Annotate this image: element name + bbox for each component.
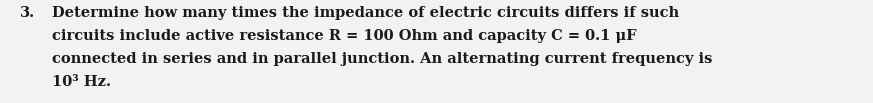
Text: connected in series and in parallel junction. An alternating current frequency i: connected in series and in parallel junc… [52, 52, 712, 66]
Text: 10³ Hz.: 10³ Hz. [52, 75, 111, 89]
Text: circuits include active resistance R = 100 Ohm and capacity C = 0.1 μF: circuits include active resistance R = 1… [52, 29, 636, 43]
Text: 3.: 3. [20, 6, 35, 20]
Text: Determine how many times the impedance of electric circuits differs if such: Determine how many times the impedance o… [52, 6, 679, 20]
